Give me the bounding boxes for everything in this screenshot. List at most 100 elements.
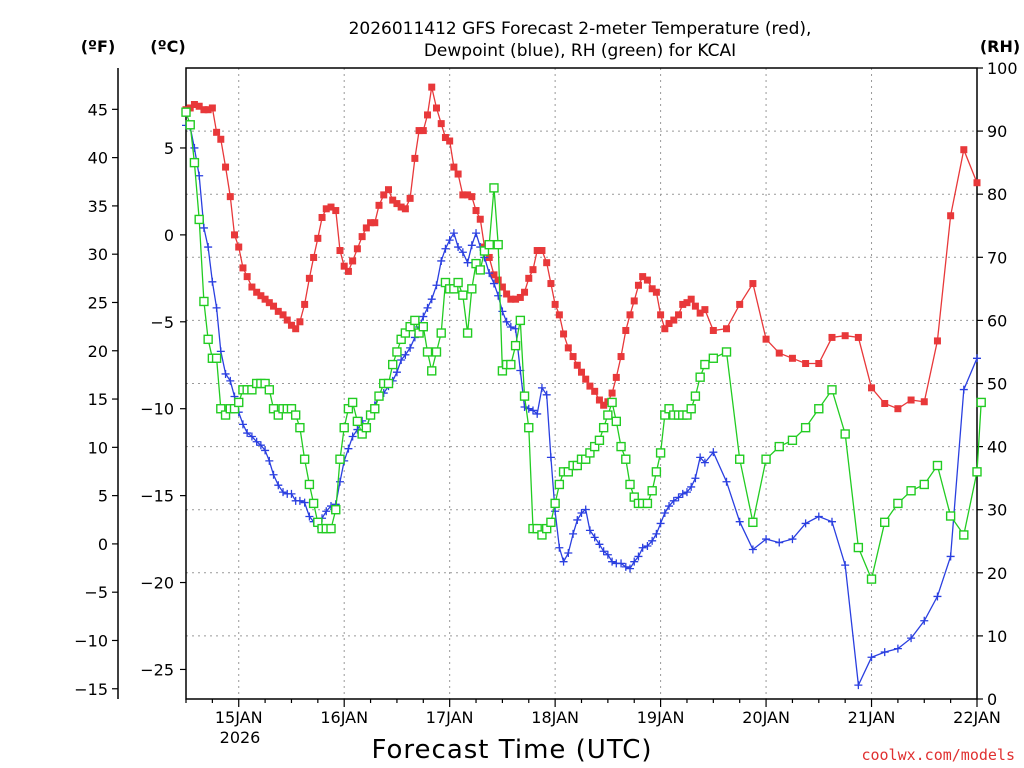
dewpoint-point <box>256 441 265 450</box>
rh-point <box>880 517 890 528</box>
dewpoint-point <box>762 535 771 544</box>
rh-point <box>410 315 420 326</box>
dewpoint-point <box>617 559 626 568</box>
rh-point <box>664 404 674 414</box>
rh-point <box>510 340 521 351</box>
dewpoint-point <box>696 453 705 462</box>
dewpoint-point <box>546 453 555 462</box>
temperature-point <box>622 326 630 334</box>
rh-point <box>945 511 956 521</box>
dewpoint-point <box>577 509 586 518</box>
temperature-point <box>687 295 695 303</box>
temperature-point <box>573 361 581 369</box>
rh-point <box>621 454 631 464</box>
x-tick-label: 18JAN <box>531 708 579 727</box>
temperature-point <box>634 281 642 289</box>
rh-point <box>532 523 542 534</box>
rh-point <box>234 397 244 408</box>
rh-point <box>840 429 850 439</box>
temperature-point <box>516 293 524 301</box>
temperature-point <box>683 299 691 307</box>
dewpoint-point <box>626 564 635 573</box>
temperature-point <box>261 295 269 303</box>
temperature-point <box>450 163 458 171</box>
rh-point <box>919 479 929 490</box>
rh-tick-label: 100 <box>987 59 1018 78</box>
dewpoint-point <box>581 505 590 514</box>
rh-point <box>589 441 600 452</box>
dewpoint-point <box>427 295 436 304</box>
temperature-point <box>503 290 511 298</box>
dewpoint-point <box>494 291 503 300</box>
celsius-tick-label: −25 <box>140 660 174 679</box>
dewpoint-point <box>300 498 309 507</box>
temperature-point <box>657 311 665 319</box>
dewpoint-line <box>185 124 978 688</box>
rh-point <box>247 385 257 395</box>
temperature-point <box>639 273 647 281</box>
temperature-point <box>494 276 502 284</box>
dewpoint-point <box>700 458 709 467</box>
temperature-point <box>239 264 247 272</box>
x-tick-label: 19JAN <box>637 708 685 727</box>
temperature-point <box>578 368 585 376</box>
temperature-point <box>292 325 300 333</box>
temperature-point <box>529 266 537 274</box>
temperature-point <box>432 104 440 112</box>
rh-point <box>352 416 363 427</box>
rh-point <box>524 422 534 433</box>
dewpoint-point <box>419 312 428 321</box>
dewpoint-point <box>555 543 564 552</box>
rh-point <box>603 410 613 420</box>
x-tick-label: 22JAN <box>953 708 1001 727</box>
rh-point <box>264 385 275 395</box>
dewpoint-point <box>682 488 691 497</box>
year-label: 2026 <box>220 728 261 747</box>
rh-point <box>655 448 666 458</box>
dewpoint-point <box>305 512 314 521</box>
dewpoint-point <box>959 385 968 394</box>
temperature-point <box>547 280 555 288</box>
dewpoint-point <box>687 482 696 491</box>
rh-point <box>827 385 837 395</box>
temperature-point <box>512 295 520 303</box>
temperature-point <box>691 302 699 310</box>
rh-tick-label: 10 <box>987 627 1007 646</box>
dewpoint-point <box>265 456 274 465</box>
rh-point <box>651 467 662 477</box>
temperature-point <box>397 203 405 211</box>
rh-point <box>361 422 372 433</box>
rh-point <box>537 530 547 540</box>
temperature-point <box>248 283 256 291</box>
temperature-point <box>525 274 533 282</box>
rh-point <box>735 454 745 464</box>
rh-point <box>800 422 811 433</box>
celsius-tick-label: −20 <box>140 574 174 593</box>
temperature-point <box>947 212 955 220</box>
temperature-point <box>490 271 498 279</box>
temperature-point <box>485 253 493 261</box>
dewpoint-point <box>348 432 357 441</box>
celsius-tick-label: −15 <box>140 487 174 506</box>
dewpoint-point <box>401 350 410 359</box>
temperature-point <box>543 259 551 267</box>
rh-tick-label: 0 <box>987 690 997 709</box>
rh-point <box>625 479 635 490</box>
fahrenheit-tick-label: 25 <box>88 293 108 312</box>
rh-point <box>519 391 530 401</box>
temperature-point <box>569 353 577 361</box>
dewpoint-point <box>537 383 546 392</box>
dewpoint-point <box>190 143 199 152</box>
dewpoint-point <box>691 474 700 483</box>
rh-point <box>418 322 428 332</box>
dewpoint-point <box>669 496 678 505</box>
temperature-point <box>283 316 291 324</box>
temperature-point <box>973 179 981 187</box>
rh-point <box>479 246 490 256</box>
dewpoint-point <box>344 444 353 453</box>
rh-point <box>690 391 701 401</box>
temperature-point <box>626 311 634 319</box>
rh-point <box>370 404 380 414</box>
dewpoint-point <box>199 223 208 232</box>
dewpoint-point <box>854 681 863 690</box>
